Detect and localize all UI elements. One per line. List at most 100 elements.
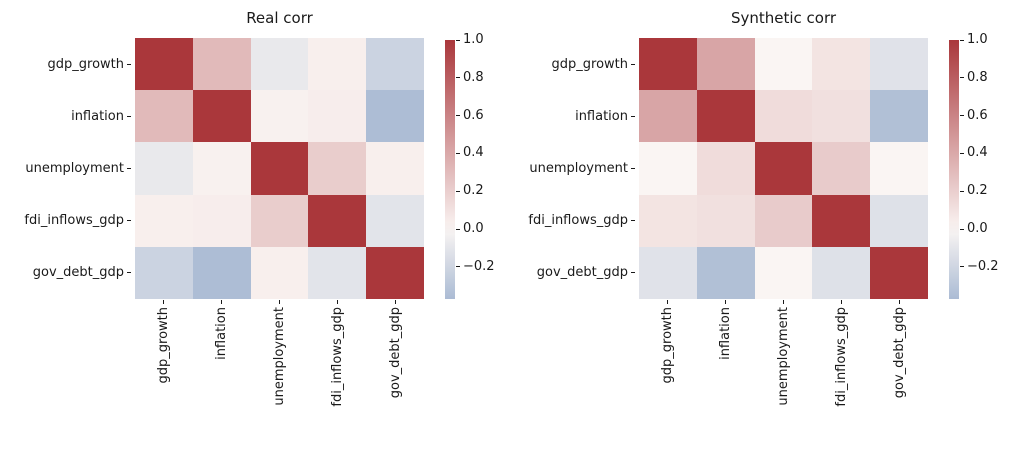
- heatmap-cell-gov_debt_gdp-inflation: [192, 246, 251, 299]
- x-tick-cell: unemployment: [755, 307, 813, 422]
- colorbar-gradient: [445, 40, 455, 299]
- heatmap-cell-gov_debt_gdp-unemployment: [250, 246, 309, 299]
- y-tick-mark: [127, 115, 131, 117]
- x-tick-label-gov_debt_gdp: gov_debt_gdp: [891, 307, 907, 399]
- heatmap-cell-gdp_growth-inflation: [192, 38, 251, 91]
- colorbar-tick-mark: [960, 77, 964, 79]
- heatmap-cell-fdi_inflows_gdp-gov_debt_gdp: [366, 194, 424, 247]
- colorbar-tick-mark: [456, 190, 460, 192]
- y-tick-mark: [127, 63, 131, 65]
- heatmap-cell-gdp_growth-gov_debt_gdp: [870, 38, 928, 91]
- x-tick-cell: fdi_inflows_gdp: [308, 307, 366, 422]
- heatmap-cell-gdp_growth-inflation: [696, 38, 755, 91]
- colorbar-tick-label: 0.6: [967, 107, 988, 123]
- colorbar-tick-label: 0.0: [967, 221, 988, 237]
- y-tick-label-unemployment: unemployment: [25, 161, 124, 176]
- heatmap-cell-fdi_inflows_gdp-gov_debt_gdp: [870, 194, 928, 247]
- heatmap-cell-fdi_inflows_gdp-fdi_inflows_gdp: [308, 194, 367, 247]
- x-tick-label-gov_debt_gdp: gov_debt_gdp: [387, 307, 403, 399]
- x-tick-label-unemployment: unemployment: [271, 307, 287, 406]
- y-tick-label-unemployment: unemployment: [529, 161, 628, 176]
- colorbar-tick-mark: [960, 190, 964, 192]
- y-tick-label-gov_debt_gdp: gov_debt_gdp: [32, 265, 124, 281]
- heatmap-cell-unemployment-unemployment: [250, 142, 309, 195]
- x-tick-mark: [783, 300, 784, 304]
- heatmap-cell-inflation-gov_debt_gdp: [870, 90, 928, 143]
- colorbar-tick-label: 0.0: [463, 221, 484, 237]
- x-tick-mark: [898, 300, 900, 304]
- heatmap-cell-inflation-gdp_growth: [639, 90, 697, 143]
- heatmap-cell-inflation-gov_debt_gdp: [366, 90, 424, 143]
- colorbar-tick-label: −0.2: [967, 258, 999, 274]
- y-tick-label-fdi_inflows_gdp: fdi_inflows_gdp: [528, 213, 628, 229]
- colorbar-tick-mark: [960, 39, 964, 41]
- colorbar-tick-mark: [960, 266, 964, 268]
- heatmap-cell-unemployment-fdi_inflows_gdp: [308, 142, 367, 195]
- colorbar-tick-mark: [456, 115, 460, 117]
- heatmap-grid: [639, 38, 928, 299]
- heatmap-cell-unemployment-gov_debt_gdp: [366, 142, 424, 195]
- y-tick-mark: [631, 272, 635, 274]
- colorbar-tick-mark: [960, 115, 964, 117]
- heatmap-cell-gdp_growth-gdp_growth: [639, 38, 697, 91]
- y-tick-mark: [631, 115, 635, 117]
- heatmap-cell-gov_debt_gdp-inflation: [696, 246, 755, 299]
- heatmap-cell-unemployment-inflation: [192, 142, 251, 195]
- heatmap-cell-gov_debt_gdp-fdi_inflows_gdp: [812, 246, 871, 299]
- heatmap-cell-inflation-fdi_inflows_gdp: [308, 90, 367, 143]
- x-tick-label-gdp_growth: gdp_growth: [156, 307, 172, 384]
- x-axis-labels: gdp_growth inflation unemployment fdi_inflo…: [135, 307, 424, 422]
- x-tick-cell: gov_debt_gdp: [870, 307, 928, 422]
- colorbar-tick-mark: [456, 152, 460, 154]
- y-tick-mark: [127, 220, 131, 222]
- heatmap-cell-fdi_inflows_gdp-inflation: [696, 194, 755, 247]
- colorbar-tick-label: −0.2: [463, 258, 495, 274]
- x-tick-mark: [336, 300, 338, 304]
- plot-title: Real corr: [246, 9, 313, 27]
- heatmap-cell-fdi_inflows_gdp-gdp_growth: [639, 194, 697, 247]
- heatmap-cell-gdp_growth-unemployment: [754, 38, 813, 91]
- x-tick-cell: unemployment: [251, 307, 309, 422]
- y-tick-label-gov_debt_gdp: gov_debt_gdp: [536, 265, 628, 281]
- x-tick-mark: [279, 300, 280, 304]
- colorbar-tick-label: 1.0: [967, 32, 988, 47]
- heatmap-cell-gdp_growth-unemployment: [250, 38, 309, 91]
- real-corr-panel: Real corr gdp_growth inflation unemploymen…: [24, 9, 495, 422]
- heatmap-cell-unemployment-gdp_growth: [135, 142, 193, 195]
- x-tick-cell: inflation: [193, 307, 251, 422]
- colorbar-tick-label: 0.2: [463, 183, 484, 199]
- heatmap-cell-fdi_inflows_gdp-gdp_growth: [135, 194, 193, 247]
- y-tick-label-fdi_inflows_gdp: fdi_inflows_gdp: [24, 213, 124, 229]
- heatmap-cell-inflation-inflation: [696, 90, 755, 143]
- x-tick-mark: [163, 300, 165, 304]
- y-tick-mark: [631, 168, 635, 169]
- heatmap-grid: [135, 38, 424, 299]
- heatmap-cell-fdi_inflows_gdp-fdi_inflows_gdp: [812, 194, 871, 247]
- heatmap-cell-gov_debt_gdp-fdi_inflows_gdp: [308, 246, 367, 299]
- heatmap-cell-fdi_inflows_gdp-unemployment: [250, 194, 309, 247]
- colorbar-tick-label: 0.4: [463, 145, 484, 161]
- x-tick-mark: [667, 300, 669, 304]
- x-tick-label-inflation: inflation: [718, 307, 734, 360]
- y-tick-mark: [127, 272, 131, 274]
- colorbar-tick-mark: [456, 266, 460, 268]
- y-tick-label-gdp_growth: gdp_growth: [551, 56, 629, 72]
- x-tick-cell: fdi_inflows_gdp: [812, 307, 870, 422]
- heatmap-cell-inflation-unemployment: [754, 90, 813, 143]
- colorbar-tick-label: 0.2: [967, 183, 988, 199]
- heatmap-cell-inflation-unemployment: [250, 90, 309, 143]
- y-tick-mark: [631, 63, 635, 65]
- heatmap-cell-unemployment-gdp_growth: [639, 142, 697, 195]
- colorbar-tick-mark: [456, 77, 460, 79]
- y-tick-label-inflation: inflation: [71, 108, 124, 124]
- heatmap-cell-gdp_growth-fdi_inflows_gdp: [308, 38, 367, 91]
- x-tick-cell: gdp_growth: [135, 307, 193, 422]
- heatmap-cell-gov_debt_gdp-gdp_growth: [639, 246, 697, 299]
- x-tick-mark: [725, 300, 727, 304]
- x-tick-cell: inflation: [697, 307, 755, 422]
- y-axis-labels: gdp_growth inflation unemployment fdi_inflo…: [504, 38, 628, 299]
- heatmap-cell-gov_debt_gdp-gov_debt_gdp: [366, 246, 424, 299]
- heatmap-cell-unemployment-fdi_inflows_gdp: [812, 142, 871, 195]
- x-axis-labels: gdp_growth inflation unemployment fdi_inflo…: [639, 307, 928, 422]
